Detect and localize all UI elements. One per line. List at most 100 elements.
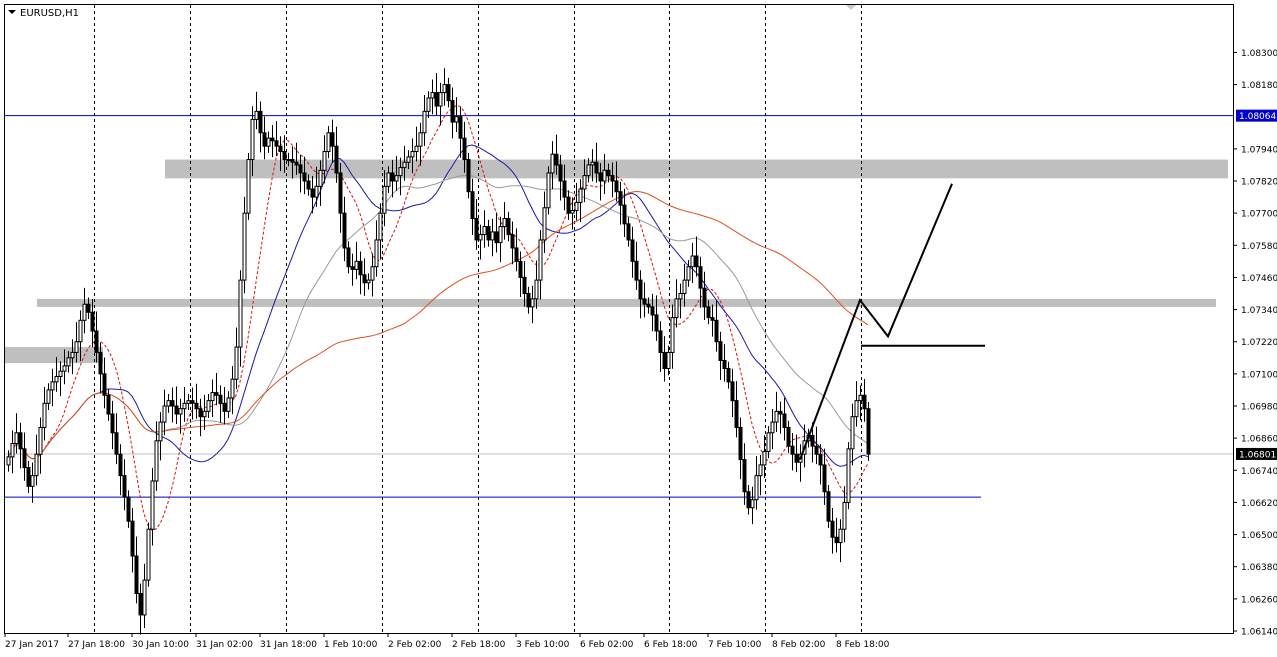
candle xyxy=(258,101,263,153)
candle xyxy=(706,300,711,325)
candle xyxy=(638,270,643,319)
candle xyxy=(198,398,203,437)
resistance-zone[interactable] xyxy=(165,159,1228,179)
candle-body-bear xyxy=(710,317,715,321)
candle xyxy=(454,97,459,132)
candle xyxy=(818,444,823,485)
candle-body-bull xyxy=(286,159,291,162)
candle xyxy=(294,142,299,175)
candle-body-bear xyxy=(22,448,27,469)
candle-body-bear xyxy=(814,445,819,455)
candle-body-bull xyxy=(590,161,595,166)
y-tick-label: 1.07940 xyxy=(1241,145,1277,155)
projection-path[interactable] xyxy=(799,183,953,460)
candle-body-bull xyxy=(82,303,87,321)
candle xyxy=(90,299,95,348)
candle xyxy=(526,286,531,314)
candle xyxy=(234,327,239,390)
candle xyxy=(18,422,23,469)
x-tick-label: 1 Feb 10:00 xyxy=(324,640,378,650)
candle-body-bull xyxy=(46,389,51,404)
candle xyxy=(438,82,443,126)
candle-body-bear xyxy=(350,266,355,270)
candle xyxy=(630,226,635,278)
candle-body-bull xyxy=(354,260,359,270)
candle xyxy=(702,271,707,321)
resistance-zone[interactable] xyxy=(37,298,1216,307)
candle-body-bull xyxy=(418,132,423,147)
candle xyxy=(22,432,27,481)
candle-body-bear xyxy=(718,341,723,361)
candle-body-bear xyxy=(26,467,31,487)
candle xyxy=(422,95,427,146)
candle-body-bear xyxy=(450,100,455,123)
candle xyxy=(714,300,719,352)
candle-body-bull xyxy=(858,394,863,402)
candle-body-bear xyxy=(130,520,135,557)
candle xyxy=(190,387,195,420)
candle-body-bear xyxy=(514,247,519,262)
candle xyxy=(502,202,507,240)
candle xyxy=(338,163,343,233)
candle xyxy=(218,385,223,423)
candle xyxy=(674,279,679,328)
candle xyxy=(618,181,623,225)
x-tick-label: 6 Feb 02:00 xyxy=(580,640,634,650)
candle-body-bear xyxy=(650,306,655,316)
x-tick-label: 6 Feb 18:00 xyxy=(644,640,698,650)
candle xyxy=(106,388,111,421)
moving-average-medium xyxy=(7,144,869,467)
candle-body-bull xyxy=(670,317,675,353)
moving-average-long xyxy=(7,190,869,460)
candle xyxy=(130,508,135,573)
candle xyxy=(398,157,403,196)
candle-body-bull xyxy=(250,118,255,161)
symbol-menu-icon[interactable] xyxy=(8,10,16,14)
candle-body-bear xyxy=(358,260,363,276)
x-tick-label: 31 Jan 02:00 xyxy=(196,640,253,650)
candle xyxy=(302,156,307,195)
candle-body-bear xyxy=(866,408,871,455)
candle xyxy=(530,285,535,324)
resistance-zone[interactable] xyxy=(5,347,103,364)
y-tick-label: 1.08300 xyxy=(1241,49,1277,59)
candle-body-bear xyxy=(730,381,735,402)
candle-body-bull xyxy=(70,351,75,359)
candle-body-bull xyxy=(382,185,387,214)
candle-body-bear xyxy=(118,453,123,477)
candle-body-bear xyxy=(786,426,791,447)
candle xyxy=(710,304,715,337)
candle-body-bull xyxy=(454,116,459,123)
candle-body-bull xyxy=(578,188,583,203)
y-tick-label: 1.06980 xyxy=(1241,403,1277,413)
candle xyxy=(282,135,287,173)
candle-body-bull xyxy=(674,298,679,319)
candle xyxy=(574,182,579,221)
candle-body-bear xyxy=(826,491,831,522)
candle xyxy=(150,467,155,546)
candle xyxy=(170,387,175,423)
y-tick-label: 1.07700 xyxy=(1241,210,1277,220)
candle xyxy=(510,221,515,265)
candle-body-bull xyxy=(398,167,403,177)
candle xyxy=(498,216,503,263)
candle-body-bear xyxy=(778,410,783,415)
candle xyxy=(690,242,695,284)
candle-body-bull xyxy=(854,400,859,418)
candle xyxy=(330,119,335,163)
candle xyxy=(614,161,619,202)
price-label-current-box xyxy=(1236,447,1277,460)
candle-body-bull xyxy=(238,279,243,348)
candle-body-bull xyxy=(550,153,555,174)
candle-body-bear xyxy=(338,172,343,214)
candle xyxy=(678,283,683,319)
candle xyxy=(866,401,871,461)
candle-body-bear xyxy=(462,137,467,161)
candle xyxy=(562,164,567,211)
chart-shift-marker[interactable] xyxy=(846,5,856,10)
price-label-hline-box xyxy=(1236,109,1277,122)
candle-body-bull xyxy=(426,97,431,112)
candle xyxy=(246,152,251,220)
